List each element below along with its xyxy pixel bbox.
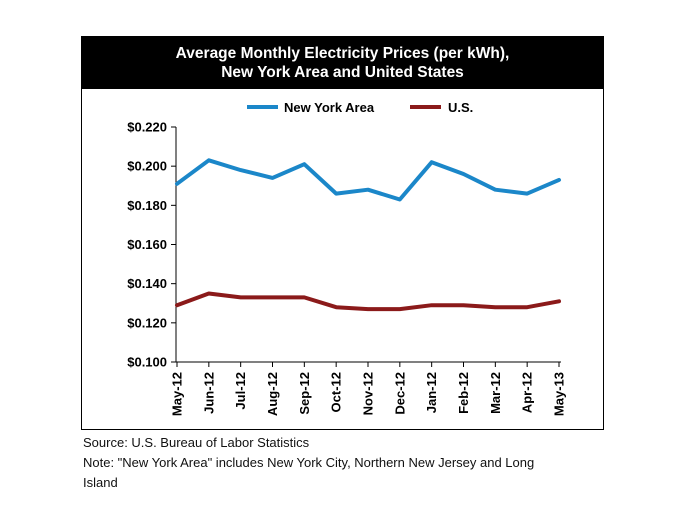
y-tick-label: $0.160: [127, 237, 167, 252]
x-tick-label: Nov-12: [361, 372, 376, 415]
chart-title-line-2: New York Area and United States: [221, 64, 464, 81]
y-tick-label: $0.200: [127, 159, 167, 174]
chart-title-line-1: Average Monthly Electricity Prices (per …: [175, 45, 510, 62]
legend-label: New York Area: [284, 100, 375, 115]
x-tick-label: May-12: [170, 372, 185, 416]
x-tick-label: Aug-12: [265, 372, 280, 416]
chart-frame: Average Monthly Electricity Prices (per …: [81, 36, 604, 430]
x-tick-label: May-13: [552, 372, 567, 416]
x-tick-label: Sep-12: [297, 372, 312, 415]
y-tick-label: $0.220: [127, 120, 167, 135]
source-note: Source: U.S. Bureau of Labor Statistics: [83, 435, 310, 450]
y-tick-label: $0.180: [127, 198, 167, 213]
x-tick-label: Apr-12: [520, 372, 535, 413]
x-tick-label: Jun-12: [201, 372, 216, 414]
series-line-us: [175, 291, 561, 312]
x-tick-label: Dec-12: [392, 372, 407, 415]
x-tick-label: Jan-12: [424, 372, 439, 413]
series-line-new-york-area: [175, 158, 561, 202]
line-chart: $0.100 $0.120 $0.140 $0.160 $0.180 $0.200 $0.2…: [127, 100, 567, 416]
x-tick-label: Oct-12: [329, 372, 344, 412]
chart-title: Average Monthly Electricity Prices (per …: [82, 37, 603, 89]
y-tick-label: $0.100: [127, 355, 167, 370]
x-tick-label: Jul-12: [233, 372, 248, 410]
y-tick-label: $0.140: [127, 276, 167, 291]
x-tick-label: Mar-12: [488, 372, 503, 414]
legend-label: U.S.: [448, 100, 473, 115]
y-tick-label: $0.120: [127, 315, 167, 330]
footnote: Note: "New York Area" includes New York …: [83, 455, 535, 490]
x-tick-label: Feb-12: [456, 372, 471, 414]
